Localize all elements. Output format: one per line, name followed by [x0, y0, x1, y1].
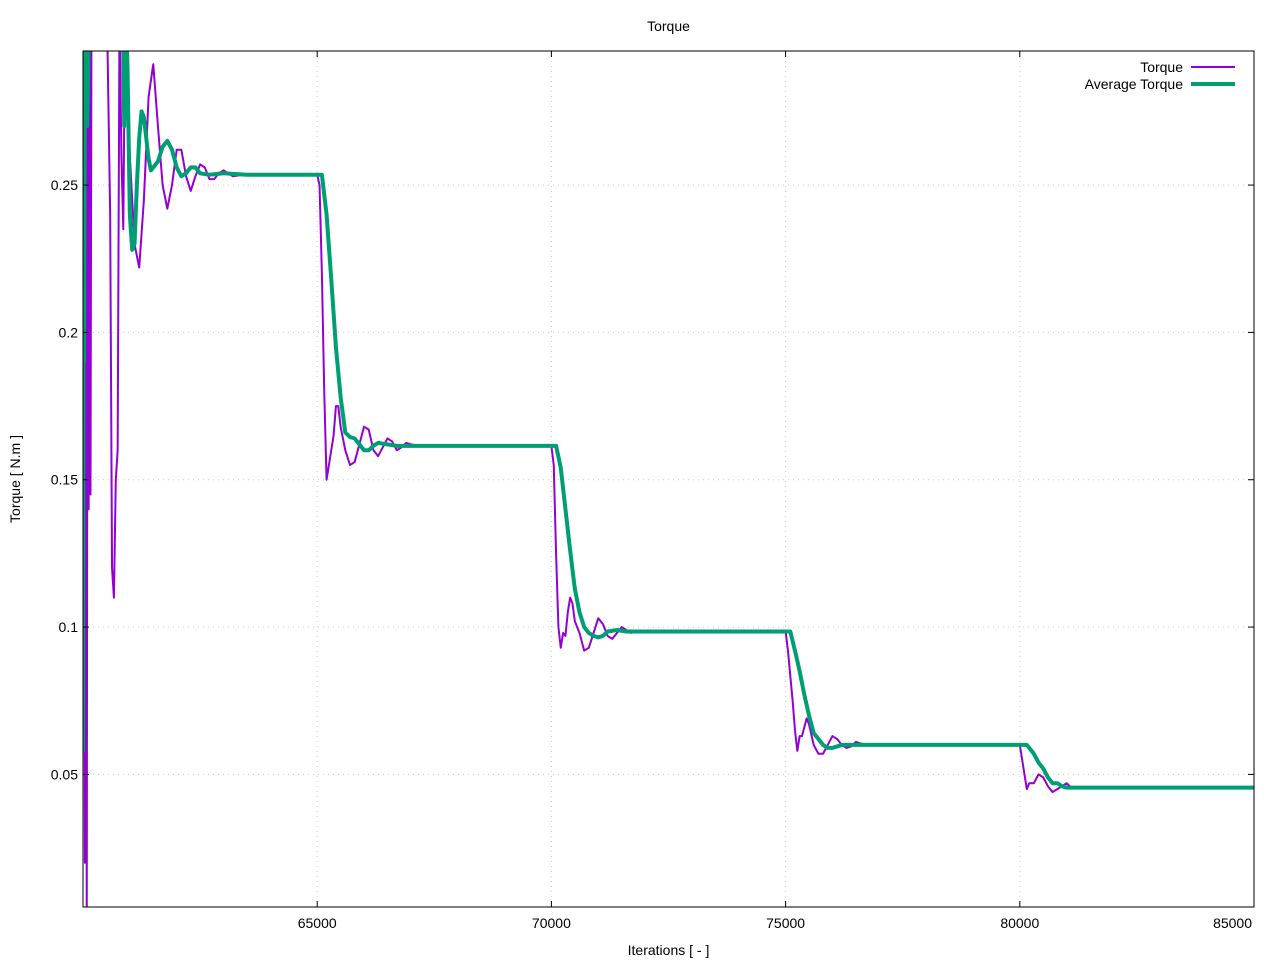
y-axis-label: Torque [ N.m ]	[7, 435, 23, 523]
x-axis-label: Iterations [ - ]	[628, 942, 710, 958]
y-tick-label: 0.2	[59, 324, 79, 340]
legend-label-torque: Torque	[1140, 59, 1183, 75]
legend-item-torque: Torque	[1140, 59, 1235, 75]
legend-label-average-torque: Average Torque	[1085, 76, 1184, 92]
y-tick-label: 0.25	[51, 177, 78, 193]
x-tick-label: 65000	[298, 915, 337, 931]
legend-item-average-torque: Average Torque	[1085, 76, 1235, 92]
series-lines	[83, 51, 1254, 907]
plot-frame	[82, 50, 1255, 908]
axis-ticks: 65000 70000 75000 80000 85000 0.05 0.1 0.15 0.2 0…	[51, 51, 1255, 931]
y-tick-label: 0.05	[51, 766, 78, 782]
x-tick-label: 75000	[766, 915, 805, 931]
chart-title: Torque	[647, 18, 690, 34]
legend: Torque Average Torque	[1085, 59, 1235, 92]
series-line-average-torque	[83, 51, 1254, 790]
x-tick-label: 85000	[1213, 915, 1252, 931]
y-tick-label: 0.15	[51, 472, 78, 488]
y-tick-label: 0.1	[59, 619, 79, 635]
x-tick-label: 70000	[532, 915, 571, 931]
grid-lines	[83, 51, 1254, 907]
x-tick-label: 80000	[1000, 915, 1039, 931]
